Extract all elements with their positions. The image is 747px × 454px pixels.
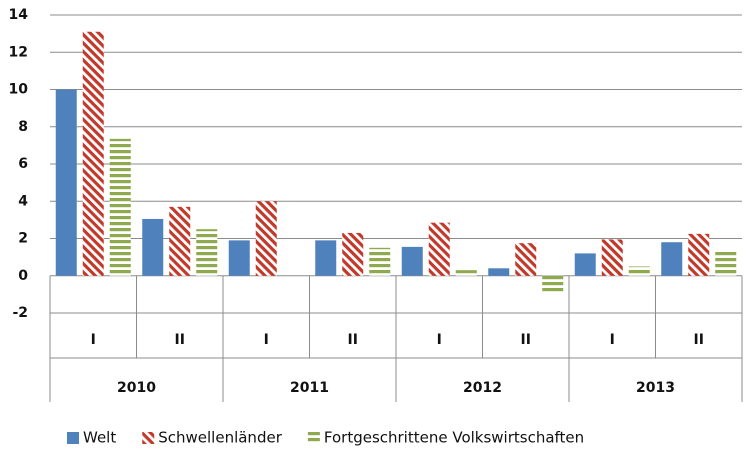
bar [401,246,423,276]
x-tick-label: II [175,332,185,348]
bar [542,275,564,293]
y-tick-label: 12 [9,44,28,60]
bar [488,268,510,276]
group-label: 2013 [636,380,675,396]
y-tick-label: 2 [18,231,28,247]
bar [228,240,250,276]
bar [455,270,477,276]
group-label: 2010 [117,380,156,396]
bar [369,247,391,276]
y-tick-label: 6 [18,156,28,172]
legend-marker [142,432,155,444]
bar [601,239,623,276]
bar [515,243,537,276]
y-tick-label: 8 [18,119,28,135]
bar [628,266,650,276]
bar [255,201,277,276]
x-tick-label: I [264,332,269,348]
group-label: 2011 [290,380,329,396]
x-tick-label: I [610,332,615,348]
legend-marker [67,432,79,444]
legend-label: Schwellenländer [158,429,282,447]
legend-label: Welt [83,429,116,447]
x-tick-label: II [521,332,531,348]
legend-label: Fortgeschrittene Volkswirtschaften [324,429,584,447]
bar [661,242,683,276]
x-tick-label: II [694,332,704,348]
bar [574,253,596,276]
x-tick-label: I [91,332,96,348]
bar [82,31,104,276]
y-tick-label: 0 [18,268,28,284]
group-label: 2012 [463,380,502,396]
bar [169,206,191,276]
bar [715,251,737,276]
bar [109,138,131,276]
bar [55,89,77,276]
bar [688,233,710,276]
bar [428,222,450,276]
y-tick-label: -2 [12,305,28,321]
x-tick-label: II [348,332,358,348]
bar [315,240,337,276]
y-tick-label: 10 [9,82,29,98]
bar [196,229,218,276]
legend-marker [307,432,320,444]
y-tick-label: 14 [9,7,29,23]
x-tick-label: I [437,332,442,348]
y-tick-label: 4 [18,193,28,209]
bar [342,232,364,276]
bar [142,218,164,276]
